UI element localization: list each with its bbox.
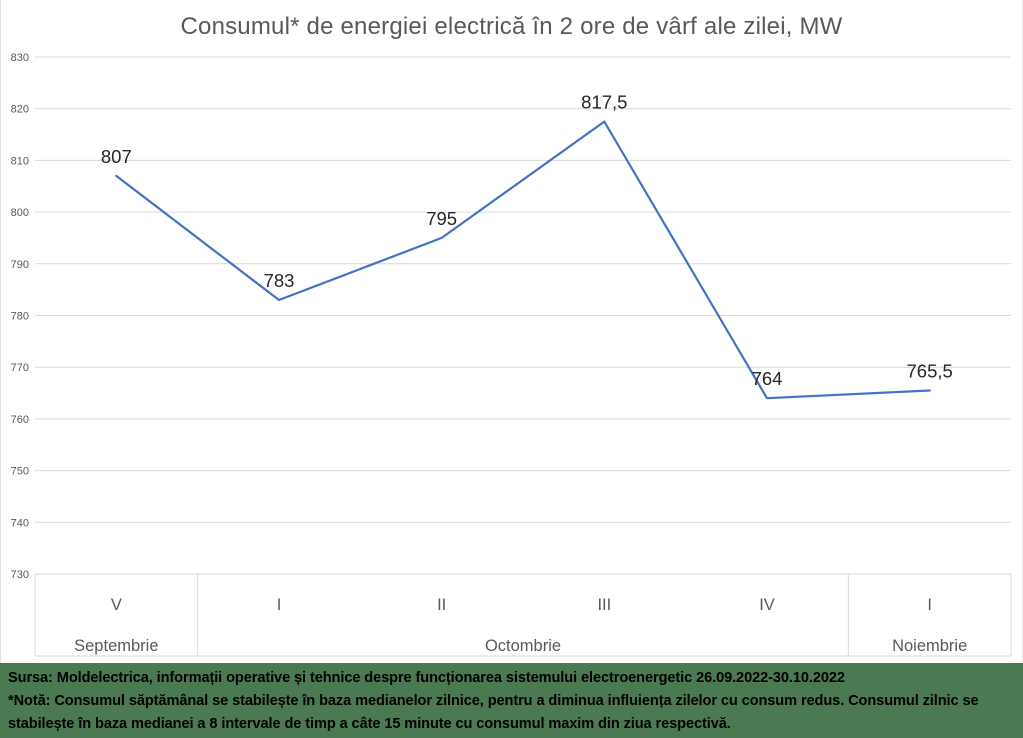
data-label: 764 (752, 368, 783, 389)
y-tick-label: 760 (11, 414, 29, 426)
note-text: *Notă: Consumul săptămânal se stabilește… (8, 693, 979, 732)
series-line (115, 120, 931, 400)
y-tick-label: 780 (11, 311, 29, 323)
line-chart: Consumul* de energiei electrică în 2 ore… (0, 0, 1023, 663)
x-week-label: I (927, 596, 932, 614)
data-label: 783 (264, 270, 295, 291)
x-week-label: V (111, 596, 122, 614)
x-week-label: IV (759, 596, 775, 614)
y-tick-label: 750 (11, 466, 29, 478)
y-tick-label: 730 (11, 569, 29, 581)
source-note-banner: Sursa: Moldelectrica, informații operati… (0, 663, 1023, 738)
y-tick-label: 770 (11, 362, 29, 374)
data-label: 817,5 (581, 92, 627, 113)
y-tick-label: 800 (11, 207, 29, 219)
x-month-label: Noiembrie (892, 637, 967, 655)
y-tick-label: 820 (11, 104, 29, 116)
data-label: 795 (426, 208, 457, 229)
x-week-label: I (277, 596, 282, 614)
y-tick-label: 740 (11, 517, 29, 529)
y-tick-label: 790 (11, 259, 29, 271)
data-label: 807 (101, 146, 132, 167)
data-label: 765,5 (907, 360, 953, 381)
source-text: Sursa: Moldelectrica, informații operati… (8, 670, 845, 686)
x-week-label: II (437, 596, 446, 614)
x-month-label: Septembrie (74, 637, 158, 655)
chart-title: Consumul* de energiei electrică în 2 ore… (180, 13, 843, 40)
y-tick-label: 810 (11, 155, 29, 167)
y-tick-label: 830 (11, 52, 29, 64)
x-week-label: III (597, 596, 611, 614)
x-month-label: Octombrie (485, 637, 561, 655)
